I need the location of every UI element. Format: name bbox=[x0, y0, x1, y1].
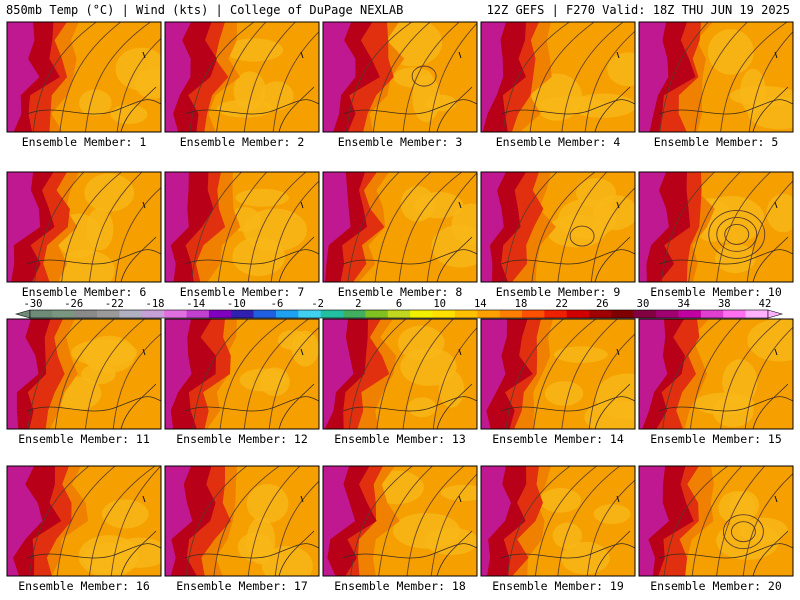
ensemble-panel: Ensemble Member: 18 bbox=[322, 465, 478, 593]
colorbar-swatch bbox=[589, 310, 612, 318]
colorbar-tick-label: -18 bbox=[146, 298, 165, 310]
ensemble-panel: Ensemble Member: 4 bbox=[480, 21, 636, 149]
ensemble-panel: Ensemble Member: 9 bbox=[480, 171, 636, 299]
ensemble-member-label: Ensemble Member: 4 bbox=[496, 135, 621, 149]
ensemble-member-label: Ensemble Member: 18 bbox=[334, 579, 466, 593]
ensemble-panel: Ensemble Member: 12 bbox=[164, 318, 320, 446]
colorbar-swatch bbox=[700, 310, 724, 318]
ensemble-member-label: Ensemble Member: 8 bbox=[338, 285, 463, 299]
colorbar-tick-label: -6 bbox=[271, 298, 284, 310]
colorbar-swatch bbox=[30, 310, 53, 318]
colorbar-swatch bbox=[633, 310, 657, 318]
colorbar-tick-label: -26 bbox=[64, 298, 83, 310]
ensemble-member-label: Ensemble Member: 10 bbox=[650, 285, 782, 299]
ensemble-member-label: Ensemble Member: 13 bbox=[334, 432, 466, 446]
ensemble-panel: Ensemble Member: 16 bbox=[6, 465, 162, 593]
colorbar-tick-label: -22 bbox=[105, 298, 124, 310]
colorbar-tick-label: 14 bbox=[474, 298, 487, 310]
map-title: 850mb Temp (°C) | Wind (kts) | College o… bbox=[6, 3, 404, 17]
ensemble-member-label: Ensemble Member: 20 bbox=[650, 579, 782, 593]
ensemble-panel: Ensemble Member: 10 bbox=[638, 171, 794, 299]
colorbar-swatch bbox=[343, 310, 366, 318]
ensemble-member-label: Ensemble Member: 17 bbox=[176, 579, 308, 593]
colorbar-swatch bbox=[320, 310, 344, 318]
ensemble-panel: Ensemble Member: 2 bbox=[164, 21, 320, 149]
colorbar-tick-label: 26 bbox=[596, 298, 609, 310]
colorbar-swatch bbox=[164, 310, 187, 318]
ensemble-panel: Ensemble Member: 7 bbox=[164, 171, 320, 299]
colorbar-swatch bbox=[410, 310, 433, 318]
colorbar-tick-label: -14 bbox=[186, 298, 205, 310]
ensemble-member-label: Ensemble Member: 15 bbox=[650, 432, 782, 446]
colorbar-swatch bbox=[141, 310, 165, 318]
ensemble-member-label: Ensemble Member: 3 bbox=[338, 135, 463, 149]
colorbar-tick-label: -10 bbox=[227, 298, 246, 310]
colorbar-tick-label: -2 bbox=[311, 298, 324, 310]
colorbar-swatch bbox=[387, 310, 411, 318]
ensemble-member-label: Ensemble Member: 11 bbox=[18, 432, 150, 446]
colorbar-swatch bbox=[477, 310, 500, 318]
colorbar-tick-label: 22 bbox=[555, 298, 568, 310]
colorbar-swatch bbox=[365, 310, 389, 318]
ensemble-member-label: Ensemble Member: 19 bbox=[492, 579, 624, 593]
colorbar-swatch bbox=[678, 310, 702, 318]
colorbar-swatch bbox=[723, 310, 746, 318]
ensemble-panel: Ensemble Member: 13 bbox=[322, 318, 478, 446]
colorbar-tick-label: 10 bbox=[433, 298, 446, 310]
colorbar-swatch bbox=[432, 310, 456, 318]
colorbar-swatch bbox=[298, 310, 322, 318]
colorbar-right-arrow bbox=[767, 309, 784, 319]
colorbar-swatch bbox=[186, 310, 210, 318]
colorbar-swatch bbox=[656, 310, 679, 318]
ensemble-member-label: Ensemble Member: 9 bbox=[496, 285, 621, 299]
colorbar-swatch bbox=[454, 310, 478, 318]
colorbar-tick-label: 2 bbox=[355, 298, 361, 310]
ensemble-member-label: Ensemble Member: 12 bbox=[176, 432, 308, 446]
colorbar-swatch bbox=[276, 310, 299, 318]
colorbar-tick-label: 18 bbox=[515, 298, 528, 310]
colorbar-left-arrow bbox=[14, 309, 31, 319]
colorbar-swatch bbox=[499, 310, 523, 318]
colorbar-swatch bbox=[253, 310, 277, 318]
ensemble-panel: Ensemble Member: 20 bbox=[638, 465, 794, 593]
ensemble-panel: Ensemble Member: 5 bbox=[638, 21, 794, 149]
colorbar-swatch bbox=[611, 310, 635, 318]
colorbar-swatch bbox=[522, 310, 545, 318]
colorbar-tick-label: 38 bbox=[718, 298, 731, 310]
ensemble-member-label: Ensemble Member: 2 bbox=[180, 135, 305, 149]
temperature-colorbar: -30 -26 -22 -18 -14 -10 -6 -2 2 6 10 14 18 22 26 30 34 38… bbox=[14, 298, 784, 319]
ensemble-member-label: Ensemble Member: 5 bbox=[654, 135, 779, 149]
colorbar-swatch bbox=[52, 310, 76, 318]
colorbar-swatch bbox=[566, 310, 590, 318]
colorbar-swatch bbox=[231, 310, 254, 318]
colorbar-tick-label: 30 bbox=[637, 298, 650, 310]
ensemble-panel: Ensemble Member: 6 bbox=[6, 171, 162, 299]
colorbar-tick-label: -30 bbox=[24, 298, 43, 310]
colorbar-swatch bbox=[208, 310, 232, 318]
map-valid-time: 12Z GEFS | F270 Valid: 18Z THU JUN 19 20… bbox=[486, 3, 790, 17]
colorbar-swatch bbox=[97, 310, 120, 318]
ensemble-panel: Ensemble Member: 11 bbox=[6, 318, 162, 446]
ensemble-panel: Ensemble Member: 15 bbox=[638, 318, 794, 446]
colorbar-swatch bbox=[74, 310, 98, 318]
colorbar-swatch bbox=[119, 310, 143, 318]
ensemble-member-label: Ensemble Member: 16 bbox=[18, 579, 150, 593]
ensemble-panel: Ensemble Member: 8 bbox=[322, 171, 478, 299]
ensemble-panel: Ensemble Member: 19 bbox=[480, 465, 636, 593]
colorbar-swatch bbox=[745, 310, 769, 318]
ensemble-member-label: Ensemble Member: 7 bbox=[180, 285, 305, 299]
colorbar-tick-label: 34 bbox=[677, 298, 690, 310]
ensemble-member-label: Ensemble Member: 1 bbox=[22, 135, 147, 149]
ensemble-panel: Ensemble Member: 3 bbox=[322, 21, 478, 149]
colorbar-tick-label: 6 bbox=[396, 298, 402, 310]
colorbar-tick-label: 42 bbox=[759, 298, 772, 310]
ensemble-member-label: Ensemble Member: 14 bbox=[492, 432, 624, 446]
ensemble-member-label: Ensemble Member: 6 bbox=[22, 285, 147, 299]
colorbar-swatch bbox=[544, 310, 568, 318]
ensemble-panel: Ensemble Member: 14 bbox=[480, 318, 636, 446]
ensemble-panel: Ensemble Member: 1 bbox=[6, 21, 162, 149]
ensemble-panel: Ensemble Member: 17 bbox=[164, 465, 320, 593]
